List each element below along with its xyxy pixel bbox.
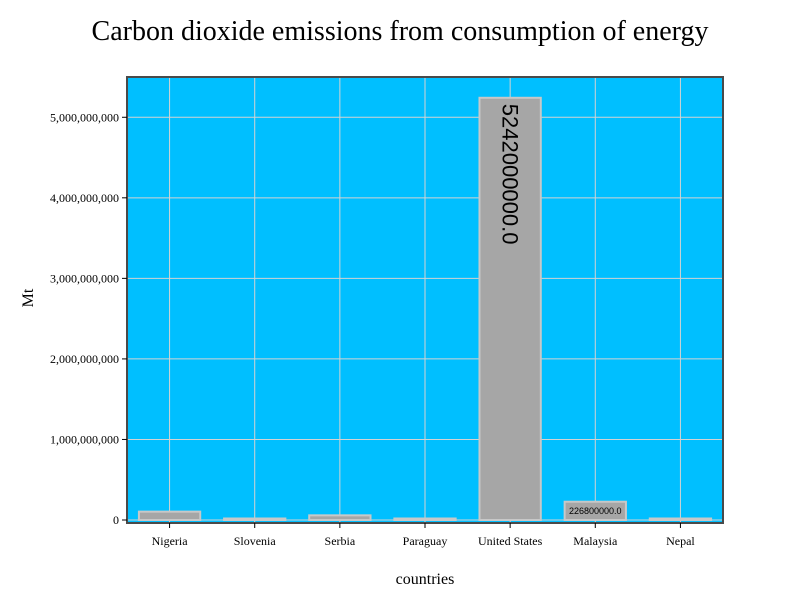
- bar-slovenia: [223, 517, 287, 521]
- bar-data-label: 5242000000.0: [498, 104, 523, 245]
- bars: [137, 96, 713, 522]
- bar-united-states: [478, 96, 542, 521]
- y-tick-label: 0: [113, 513, 119, 527]
- y-tick-label: 1,000,000,000: [50, 432, 119, 446]
- x-tick-label: Nigeria: [152, 534, 189, 548]
- y-tick-label: 5,000,000,000: [50, 110, 119, 124]
- x-axis-label: countries: [396, 571, 455, 588]
- bar-malaysia: [563, 500, 627, 522]
- x-tick-label: Nepal: [666, 534, 695, 548]
- bar-serbia: [308, 514, 372, 522]
- y-tick-label: 2,000,000,000: [50, 352, 119, 366]
- x-tick-label: Serbia: [325, 534, 356, 548]
- data-labels: 5242000000.0 226800000.0: [498, 104, 622, 516]
- x-tick-label: Slovenia: [234, 534, 277, 548]
- x-axis: Nigeria Slovenia Serbia Paraguay United Stat…: [152, 523, 695, 548]
- y-axis-label: Mt: [20, 288, 37, 307]
- bar-nepal: [648, 517, 713, 521]
- bar-paraguay: [393, 517, 457, 521]
- y-axis: 0 1,000,000,000 2,000,000,000 3,000,000,000…: [50, 110, 127, 527]
- bar-nigeria: [137, 510, 202, 521]
- y-tick-label: 4,000,000,000: [50, 191, 119, 205]
- x-tick-label: Malaysia: [573, 534, 618, 548]
- x-tick-label: United States: [478, 534, 543, 548]
- x-tick-label: Paraguay: [403, 534, 448, 548]
- y-tick-label: 3,000,000,000: [50, 271, 119, 285]
- bar-data-label: 226800000.0: [569, 506, 622, 516]
- chart-title: Carbon dioxide emissions from consumptio…: [92, 16, 709, 47]
